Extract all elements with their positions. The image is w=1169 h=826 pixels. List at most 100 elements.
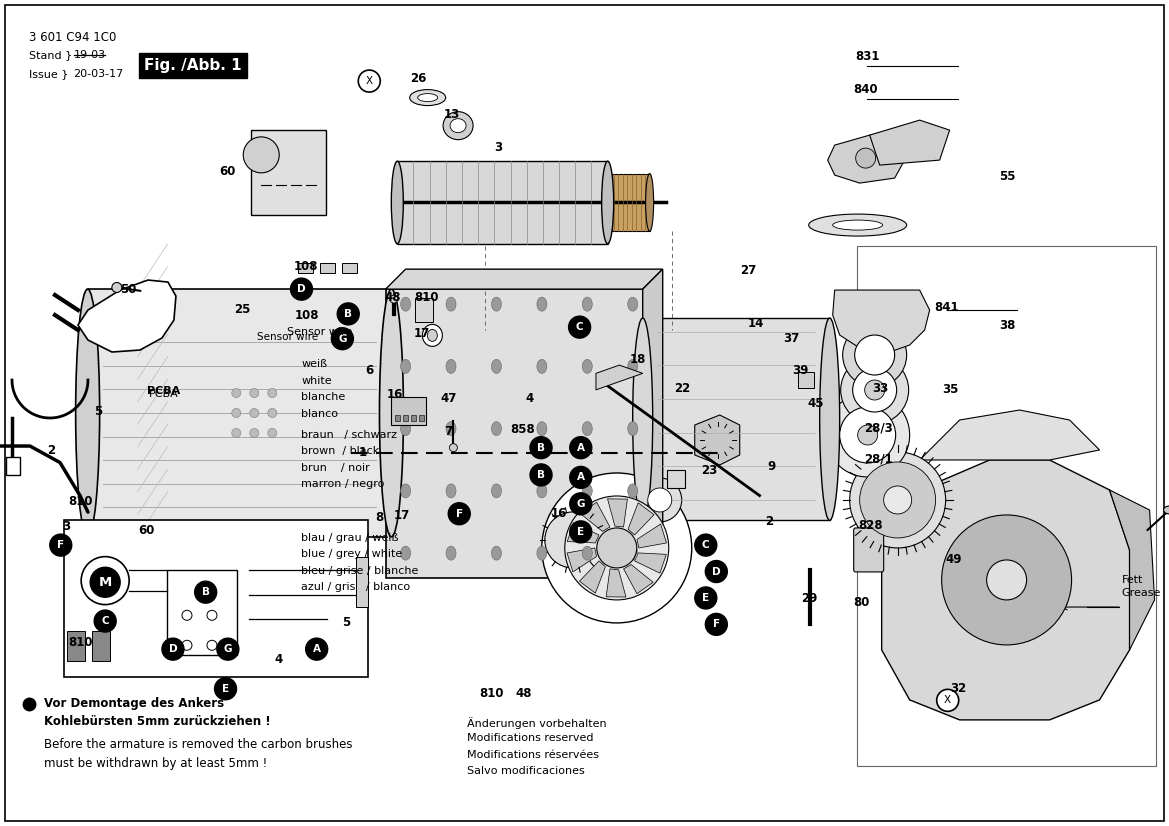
Text: 13: 13 xyxy=(444,107,461,121)
Bar xyxy=(420,415,424,421)
Circle shape xyxy=(565,496,669,600)
Circle shape xyxy=(195,582,216,603)
Text: 32: 32 xyxy=(950,682,967,695)
Circle shape xyxy=(305,638,327,660)
Text: blanco: blanco xyxy=(302,409,339,419)
Ellipse shape xyxy=(392,161,403,244)
Text: 60: 60 xyxy=(138,524,154,537)
Text: 55: 55 xyxy=(999,170,1016,183)
Text: F: F xyxy=(456,509,463,519)
Text: 39: 39 xyxy=(793,363,809,377)
Circle shape xyxy=(337,303,359,325)
Circle shape xyxy=(81,557,129,605)
Ellipse shape xyxy=(409,89,445,106)
Bar xyxy=(251,130,326,215)
Bar xyxy=(91,631,110,661)
Ellipse shape xyxy=(832,220,883,230)
Polygon shape xyxy=(637,524,666,548)
Text: 22: 22 xyxy=(675,382,691,395)
Circle shape xyxy=(448,503,470,525)
Text: B: B xyxy=(537,443,545,453)
Circle shape xyxy=(215,678,236,700)
Circle shape xyxy=(182,640,192,650)
Ellipse shape xyxy=(450,119,466,133)
Circle shape xyxy=(855,335,894,375)
Circle shape xyxy=(207,610,217,620)
Text: 18: 18 xyxy=(630,353,646,366)
Polygon shape xyxy=(643,269,663,578)
Ellipse shape xyxy=(582,421,593,435)
Ellipse shape xyxy=(447,297,456,311)
Bar xyxy=(298,263,313,273)
Text: 108: 108 xyxy=(293,259,318,273)
Circle shape xyxy=(850,452,946,548)
Text: 48: 48 xyxy=(516,687,532,700)
Text: 45: 45 xyxy=(808,396,824,410)
Circle shape xyxy=(50,534,71,556)
Circle shape xyxy=(987,560,1026,600)
Polygon shape xyxy=(1109,490,1155,650)
Circle shape xyxy=(545,512,601,568)
Polygon shape xyxy=(832,290,929,352)
Ellipse shape xyxy=(1163,506,1169,514)
Text: E: E xyxy=(222,684,229,694)
Bar xyxy=(386,289,643,578)
Text: azul / gris   / blanco: azul / gris / blanco xyxy=(302,582,410,592)
Text: 23: 23 xyxy=(701,464,718,477)
Ellipse shape xyxy=(389,295,397,303)
Circle shape xyxy=(162,638,184,660)
Ellipse shape xyxy=(628,484,638,498)
Text: 20-03-17: 20-03-17 xyxy=(74,69,124,79)
Text: blue / grey / white: blue / grey / white xyxy=(302,549,403,559)
Text: 26: 26 xyxy=(410,72,427,85)
Polygon shape xyxy=(596,365,643,390)
Text: white: white xyxy=(302,376,332,386)
Text: 841: 841 xyxy=(934,301,959,314)
Text: X: X xyxy=(945,695,952,705)
Ellipse shape xyxy=(401,421,410,435)
Ellipse shape xyxy=(491,546,502,560)
Ellipse shape xyxy=(268,409,277,417)
Text: blau / grau / weiß: blau / grau / weiß xyxy=(302,533,399,543)
Circle shape xyxy=(942,515,1072,645)
Text: 828: 828 xyxy=(858,519,883,532)
Ellipse shape xyxy=(537,484,547,498)
Bar xyxy=(397,161,608,244)
Text: 810: 810 xyxy=(479,687,504,700)
Ellipse shape xyxy=(401,359,410,373)
Text: 17: 17 xyxy=(394,509,410,522)
Ellipse shape xyxy=(231,388,241,397)
Text: 49: 49 xyxy=(946,553,962,567)
Ellipse shape xyxy=(231,429,241,438)
Text: bleu / grise / blanche: bleu / grise / blanche xyxy=(302,566,419,576)
Text: 17: 17 xyxy=(414,327,430,340)
Circle shape xyxy=(648,488,672,512)
Ellipse shape xyxy=(250,388,258,397)
Text: 35: 35 xyxy=(942,383,959,396)
Text: A: A xyxy=(576,472,584,482)
Text: 14: 14 xyxy=(748,317,765,330)
Text: X: X xyxy=(366,76,373,86)
Polygon shape xyxy=(567,548,596,572)
Text: Issue }: Issue } xyxy=(29,69,69,79)
Circle shape xyxy=(596,528,637,568)
Text: Fett
Grease: Fett Grease xyxy=(1122,575,1161,598)
Bar xyxy=(798,373,814,388)
FancyBboxPatch shape xyxy=(853,528,884,572)
Text: 50: 50 xyxy=(120,282,137,296)
Circle shape xyxy=(638,478,682,522)
Text: 27: 27 xyxy=(740,264,756,278)
Text: brun    / noir: brun / noir xyxy=(302,463,371,472)
Ellipse shape xyxy=(401,546,410,560)
Text: must be withdrawn by at least 5mm !: must be withdrawn by at least 5mm ! xyxy=(44,757,268,770)
Circle shape xyxy=(852,368,897,412)
Text: Salvo modificaciones: Salvo modificaciones xyxy=(468,767,586,776)
Ellipse shape xyxy=(250,429,258,438)
Ellipse shape xyxy=(602,161,614,244)
Text: 5: 5 xyxy=(341,616,350,629)
Text: 3: 3 xyxy=(493,140,502,154)
Text: Stand }: Stand } xyxy=(29,50,72,60)
Circle shape xyxy=(841,356,908,424)
Circle shape xyxy=(694,534,717,556)
Text: 8: 8 xyxy=(375,510,383,524)
